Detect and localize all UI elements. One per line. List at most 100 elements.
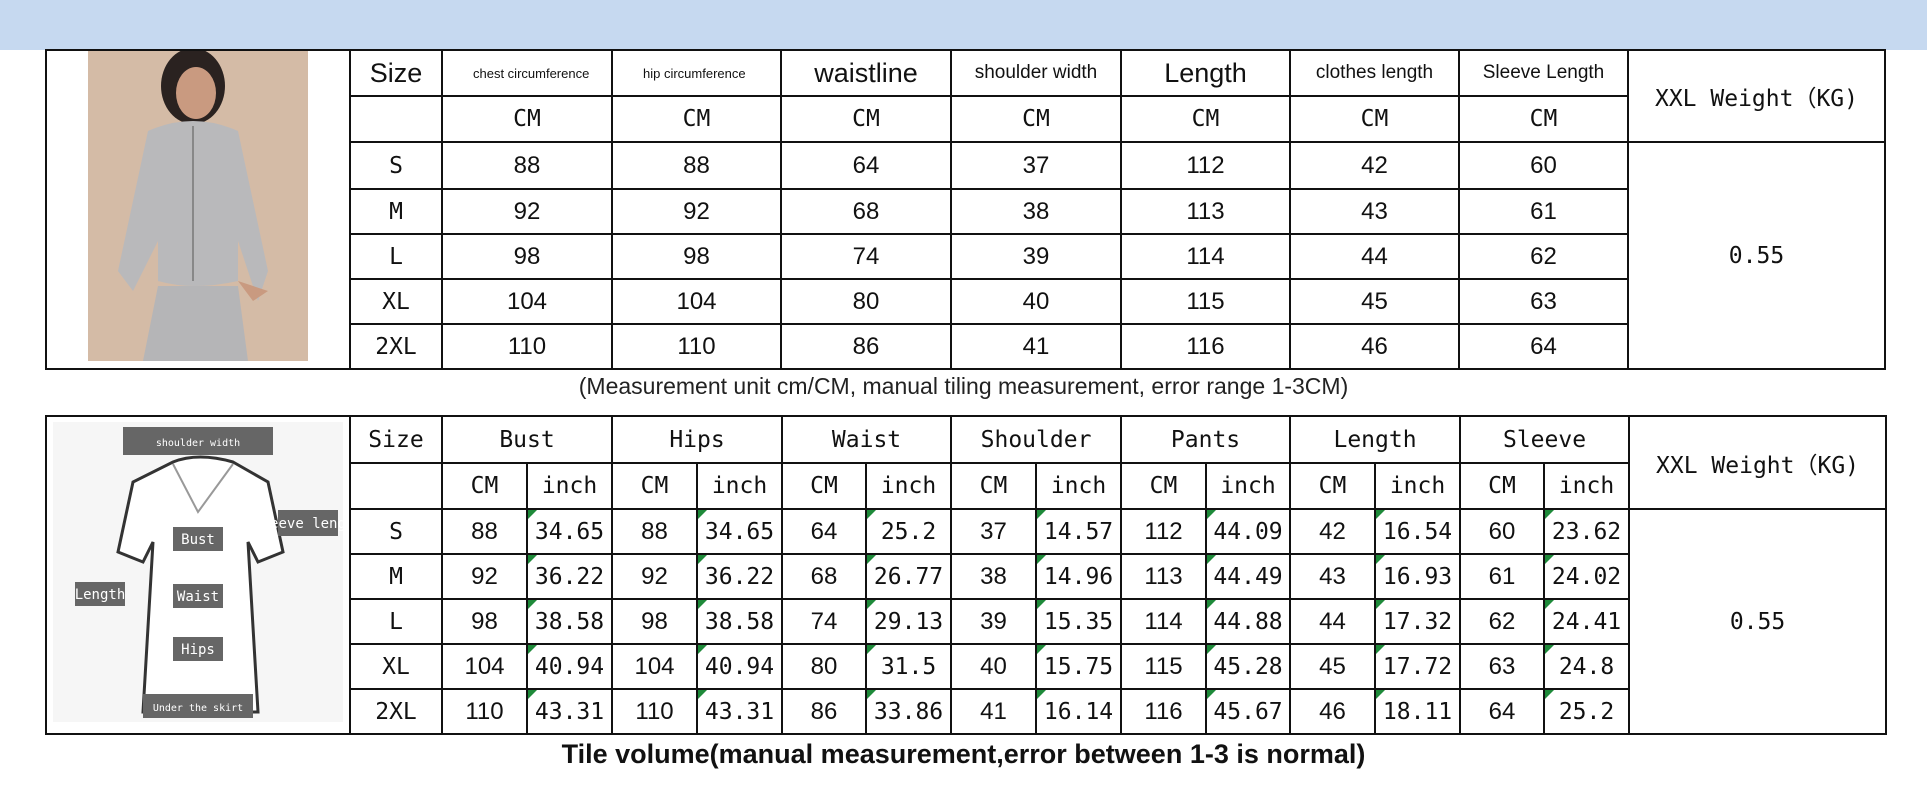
size-cell: S	[349, 141, 443, 190]
diagram-label: Length	[75, 587, 126, 603]
value-cell: 112	[1120, 141, 1291, 190]
inch-cell: 24.02	[1543, 553, 1631, 600]
cm-cell: 88	[611, 508, 699, 555]
cm-cell: 42	[1289, 508, 1377, 555]
cm-cell: 80	[781, 643, 868, 690]
cm-cell: 68	[781, 553, 868, 600]
column-header: Sleeve Length	[1458, 49, 1629, 97]
value-cell: 80	[780, 278, 952, 325]
value-cell: 88	[441, 141, 613, 190]
inch-cell: 38.58	[525, 598, 614, 645]
inch-cell: 34.65	[696, 508, 784, 555]
table-row: XL 104 104 80 40 115 45 63	[46, 278, 1885, 325]
cm-cell: 92	[441, 553, 528, 600]
cm-cell: 115	[1120, 643, 1208, 690]
unit-cm: CM	[441, 462, 528, 510]
unit-cm: CM	[950, 462, 1038, 510]
inch-cell: 25.2	[865, 508, 953, 555]
cm-cell: 92	[611, 553, 699, 600]
value-cell: 46	[1289, 323, 1460, 370]
value-cell: 63	[1458, 278, 1629, 325]
value-cell: 92	[611, 188, 782, 235]
unit-label: CM	[441, 95, 613, 143]
inch-cell: 18.11	[1374, 688, 1462, 735]
size-chart-cm-inch: shoulder width sleeve length Bust Length Wai…	[45, 415, 1888, 735]
inch-cell: 43.31	[696, 688, 784, 735]
unit-inch: inch	[865, 462, 953, 510]
cm-cell: 74	[781, 598, 868, 645]
inch-cell: 17.32	[1374, 598, 1462, 645]
inch-cell: 36.22	[525, 553, 614, 600]
unit-blank	[349, 462, 443, 510]
inch-cell: 24.8	[1543, 643, 1631, 690]
cm-cell: 98	[441, 598, 528, 645]
unit-label: CM	[1458, 95, 1629, 143]
value-cell: 86	[780, 323, 952, 370]
cm-cell: 112	[1120, 508, 1208, 555]
inch-cell: 33.86	[865, 688, 953, 735]
value-cell: 60	[1458, 141, 1629, 190]
table-row: M 92 92 68 38 113 43 61	[46, 188, 1885, 235]
column-header: hip circumference	[611, 49, 782, 97]
value-cell: 98	[611, 233, 782, 280]
cm-cell: 88	[441, 508, 528, 555]
value-cell: 104	[441, 278, 613, 325]
group-header: Sleeve	[1459, 415, 1631, 464]
cm-cell: 64	[1459, 688, 1546, 735]
diagram-label: shoulder width	[156, 438, 240, 449]
value-cell: 38	[950, 188, 1122, 235]
inch-cell: 34.65	[525, 508, 614, 555]
inch-cell: 36.22	[696, 553, 784, 600]
size-cell: XL	[349, 278, 443, 325]
product-photo-cell	[45, 49, 351, 370]
cm-cell: 60	[1459, 508, 1546, 555]
footer-note: Tile volume(manual measurement,error bet…	[561, 739, 1366, 769]
size-cell: 2XL	[349, 688, 443, 735]
inch-cell: 26.77	[865, 553, 953, 600]
value-cell: 45	[1289, 278, 1460, 325]
inch-cell: 31.5	[865, 643, 953, 690]
value-cell: 61	[1458, 188, 1629, 235]
unit-cm: CM	[611, 462, 699, 510]
inch-cell: 23.62	[1543, 508, 1631, 555]
group-header: Hips	[611, 415, 784, 464]
cm-cell: 37	[950, 508, 1038, 555]
cm-cell: 86	[781, 688, 868, 735]
unit-inch: inch	[1205, 462, 1292, 510]
diagram-label: Waist	[177, 589, 219, 605]
cm-cell: 63	[1459, 643, 1546, 690]
value-cell: 74	[780, 233, 952, 280]
value-cell: 115	[1120, 278, 1291, 325]
cm-cell: 116	[1120, 688, 1208, 735]
unit-label: CM	[1289, 95, 1460, 143]
unit-cm: CM	[1289, 462, 1377, 510]
cm-cell: 39	[950, 598, 1038, 645]
unit-cm: CM	[1459, 462, 1546, 510]
value-cell: 92	[441, 188, 613, 235]
value-cell: 110	[441, 323, 613, 370]
value-cell: 98	[441, 233, 613, 280]
inch-cell: 45.67	[1205, 688, 1292, 735]
garment-measurement-diagram: shoulder width sleeve length Bust Length Wai…	[53, 421, 348, 722]
cm-cell: 45	[1289, 643, 1377, 690]
cm-cell: 61	[1459, 553, 1546, 600]
size-cell: M	[349, 553, 443, 600]
value-cell: 64	[780, 141, 952, 190]
weight-label: XXL Weight（KG)	[1628, 415, 1888, 510]
size-cell: L	[349, 233, 443, 280]
value-cell: 114	[1120, 233, 1291, 280]
unit-inch: inch	[1035, 462, 1123, 510]
inch-cell: 38.58	[696, 598, 784, 645]
column-header: Length	[1120, 49, 1291, 97]
diagram-label: Bust	[181, 532, 215, 548]
cm-cell: 38	[950, 553, 1038, 600]
group-header: Length	[1289, 415, 1462, 464]
table-row: S 88 88 64 37 112 42 60 0.55	[46, 141, 1886, 370]
unit-label: CM	[611, 95, 782, 143]
table-row: 2XL 110 110 86 41 116 46 64	[46, 323, 1885, 370]
value-cell: 41	[950, 323, 1122, 370]
unit-label: CM	[950, 95, 1122, 143]
value-cell: 40	[950, 278, 1122, 325]
diagram-label: Hips	[181, 642, 215, 658]
group-header: Bust	[440, 415, 614, 464]
